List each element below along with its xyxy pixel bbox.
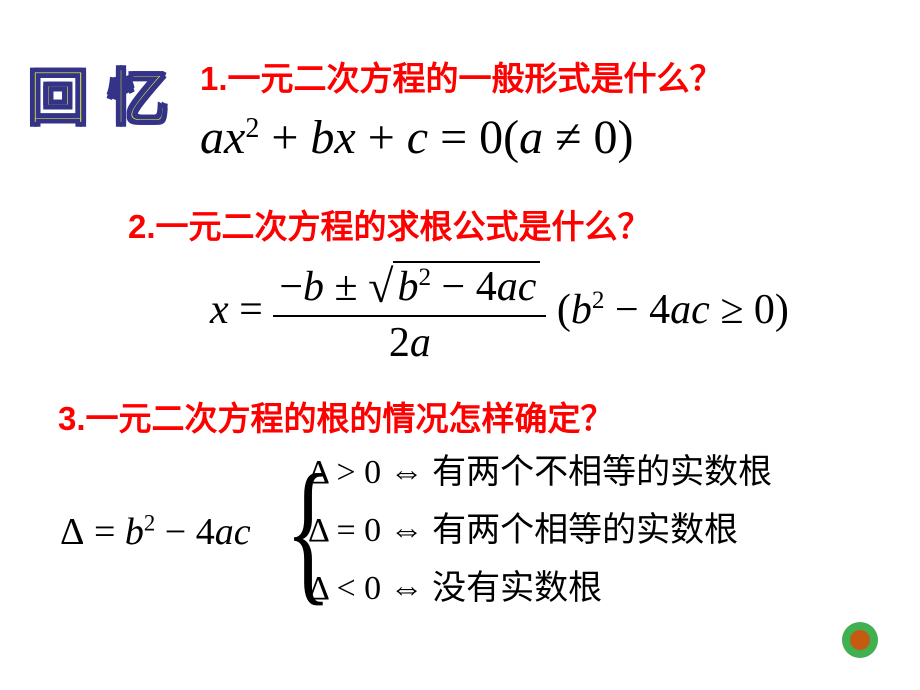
gf-a: a bbox=[200, 111, 224, 164]
qf-denominator: 2a bbox=[273, 317, 546, 367]
q1-text: 一元二次方程的一般形式是什么？ bbox=[228, 62, 723, 98]
gf-eq0: = 0 bbox=[440, 111, 503, 164]
qf-eq: = bbox=[229, 287, 274, 333]
delta-sym: Δ bbox=[60, 511, 84, 553]
case2-result: 有两个相等的实数根 bbox=[432, 512, 738, 549]
formula-quadratic: x = −b ± √b2 − 4ac 2a (b2 − 4ac ≥ 0) bbox=[210, 260, 789, 367]
qf-cond-ge: ≥ 0) bbox=[710, 287, 789, 333]
case3-result: 没有实数根 bbox=[432, 570, 602, 607]
slide: 回忆 1.一元二次方程的一般形式是什么？ ax2 + bx + c = 0(a … bbox=[0, 0, 920, 690]
case1-cond: Δ > 0 bbox=[308, 454, 381, 491]
title-recall: 回忆 bbox=[28, 50, 188, 137]
case-row-2: Δ = 0 ⇔ 有两个相等的实数根 bbox=[308, 502, 772, 560]
qf-cond-b: b bbox=[571, 287, 592, 333]
gf-sq: 2 bbox=[245, 113, 259, 144]
qf-cond-lpar: ( bbox=[557, 287, 571, 333]
gf-c: c bbox=[407, 111, 428, 164]
q3-number: 3. bbox=[58, 400, 86, 437]
case1-arrow: ⇔ bbox=[390, 454, 424, 491]
gf-bx: bx bbox=[310, 111, 355, 164]
case-row-1: Δ > 0 ⇔ 有两个不相等的实数根 bbox=[308, 444, 772, 502]
gf-x2: x bbox=[224, 111, 245, 164]
question-1: 1.一元二次方程的一般形式是什么？ bbox=[200, 52, 723, 100]
formula-general-form: ax2 + bx + c = 0(a ≠ 0) bbox=[200, 110, 633, 165]
question-3: 3.一元二次方程的根的情况怎样确定？ bbox=[58, 392, 614, 440]
gf-a2: a bbox=[519, 111, 543, 164]
question-2: 2.一元二次方程的求根公式是什么？ bbox=[128, 200, 651, 248]
qf-numerator: −b ± √b2 − 4ac bbox=[273, 260, 546, 317]
q2-text: 一元二次方程的求根公式是什么？ bbox=[156, 210, 651, 246]
qf-fraction: −b ± √b2 − 4ac 2a bbox=[273, 260, 546, 367]
case2-cond: Δ = 0 bbox=[308, 512, 381, 549]
case1-result: 有两个不相等的实数根 bbox=[432, 454, 772, 491]
gf-lpar: ( bbox=[503, 111, 519, 164]
case3-arrow: ⇔ bbox=[390, 570, 424, 607]
qf-sqrt: √b2 − 4ac bbox=[368, 260, 540, 313]
nav-circle-icon bbox=[840, 620, 880, 660]
gf-neq: ≠ 0) bbox=[543, 111, 633, 164]
gf-plus2: + bbox=[368, 111, 407, 164]
formula-discriminant: Δ = b2 − 4ac bbox=[60, 510, 251, 554]
q2-number: 2. bbox=[128, 208, 156, 245]
qf-x: x bbox=[210, 287, 229, 333]
cases-list: Δ > 0 ⇔ 有两个不相等的实数根 Δ = 0 ⇔ 有两个相等的实数根 Δ <… bbox=[308, 444, 772, 618]
case3-cond: Δ < 0 bbox=[308, 570, 381, 607]
case2-arrow: ⇔ bbox=[390, 512, 424, 549]
next-button[interactable] bbox=[840, 620, 880, 660]
q3-text: 一元二次方程的根的情况怎样确定？ bbox=[86, 402, 614, 438]
delta-eq: = bbox=[94, 511, 125, 553]
nav-inner-circle bbox=[850, 630, 870, 650]
q1-number: 1. bbox=[200, 60, 228, 97]
case-row-3: Δ < 0 ⇔ 没有实数根 bbox=[308, 560, 772, 618]
gf-plus1: + bbox=[271, 111, 310, 164]
